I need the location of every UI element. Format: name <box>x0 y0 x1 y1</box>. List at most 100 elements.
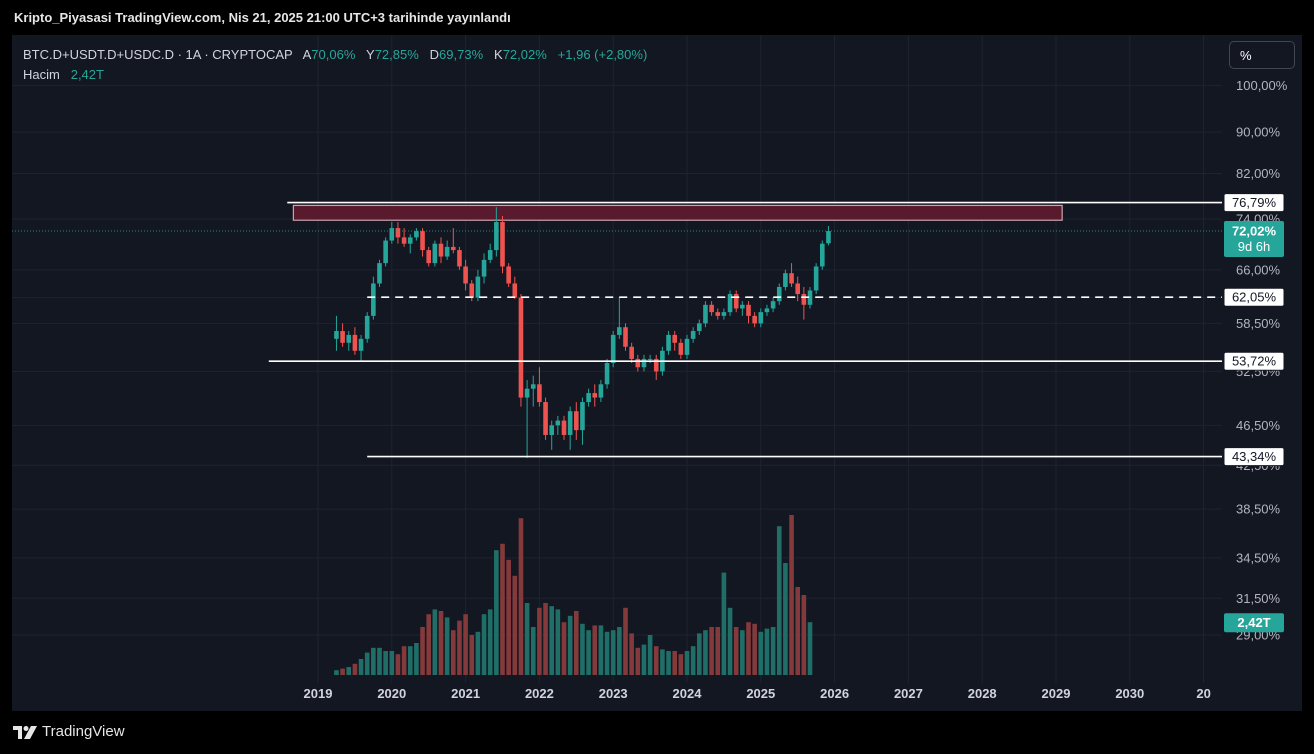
candle <box>801 286 807 320</box>
candle <box>807 286 813 309</box>
volume-bar <box>672 651 677 675</box>
high-label: Y <box>366 47 375 62</box>
candle <box>524 379 530 459</box>
candle-body <box>776 286 782 302</box>
level-badge: 53,72% <box>1223 351 1285 371</box>
volume-bar <box>684 651 690 675</box>
tradingview-footer[interactable]: TradingView <box>13 723 125 740</box>
symbol-name[interactable]: BTC.D+USDT.D+USDC.D · 1A · CRYPTOCAP <box>23 47 293 62</box>
volume-bar <box>752 623 757 675</box>
candle-body <box>629 346 634 359</box>
candle-body <box>543 402 548 435</box>
percent-scale-button[interactable]: % <box>1229 41 1295 69</box>
last-price-badge-box <box>1224 221 1284 258</box>
volume-bar <box>807 622 813 675</box>
candle-body <box>598 384 604 398</box>
volume-bar <box>377 647 382 675</box>
level-badge: 76,79% <box>1223 193 1285 213</box>
candle-body <box>795 283 800 295</box>
candle-body <box>506 266 511 284</box>
candle-body <box>727 294 733 313</box>
candle-body <box>432 243 438 264</box>
candle <box>481 253 487 284</box>
x-tick-label: 2024 <box>673 686 703 701</box>
candle <box>758 308 764 328</box>
candle <box>401 228 407 247</box>
candle <box>395 222 401 244</box>
candle-body <box>395 228 401 238</box>
volume-bar <box>543 603 548 675</box>
chart-legend: BTC.D+USDT.D+USDC.D · 1A · CRYPTOCAP A70… <box>23 46 647 86</box>
candle <box>537 367 542 407</box>
volume-bar <box>740 630 745 675</box>
candle-body <box>697 323 702 332</box>
volume-row: Hacim 2,42T <box>23 66 647 86</box>
level-badge: 43,34% <box>1223 447 1285 467</box>
y-tick-label: 31,50% <box>1236 591 1281 606</box>
open-label: A <box>302 47 312 62</box>
price-badges: 76,79% 62,05% 53,72% 43,34% 72,02%9d 6h 2,42T <box>1223 193 1285 633</box>
candle <box>432 240 438 267</box>
candle-body <box>733 294 739 309</box>
volume-bar <box>451 630 456 675</box>
candle-body <box>684 338 690 355</box>
candle-body <box>512 283 518 298</box>
volume-bar <box>346 667 352 675</box>
candle <box>364 312 370 343</box>
candle <box>494 207 499 257</box>
candle-body <box>592 393 598 398</box>
close-label: K <box>494 47 503 62</box>
volume-bar <box>481 614 487 675</box>
volume-bar <box>801 595 807 675</box>
candle-body <box>364 315 370 339</box>
volume-bar <box>770 627 776 675</box>
candle <box>604 358 610 389</box>
volume-bar <box>334 670 339 675</box>
volume-bar <box>475 631 481 675</box>
y-tick-label: 46,50% <box>1236 418 1281 433</box>
last-volume-value: 2,42T <box>1237 615 1270 630</box>
candle-body <box>457 250 462 267</box>
grid <box>12 35 1222 683</box>
ohlc-row: BTC.D+USDT.D+USDC.D · 1A · CRYPTOCAP A70… <box>23 46 647 66</box>
candle-body <box>352 334 358 351</box>
x-tick-label: 2026 <box>820 686 849 701</box>
candle <box>358 334 364 361</box>
candle-body <box>420 231 425 251</box>
level-badge-box <box>1223 193 1285 213</box>
candle <box>813 263 819 295</box>
candle <box>506 263 511 287</box>
volume-bar <box>426 614 431 675</box>
candle <box>592 384 598 407</box>
last-price-countdown: 9d 6h <box>1238 239 1271 254</box>
y-tick-label: 66,00% <box>1236 262 1281 277</box>
volume-bar <box>795 587 800 675</box>
volume-bar <box>457 620 462 675</box>
candle <box>770 297 776 313</box>
candle-body <box>764 308 770 313</box>
x-tick-label: 2030 <box>1115 686 1144 701</box>
price-chart[interactable]: 100,00%90,00%82,00%74,00%66,00%62,00%58,… <box>12 35 1302 711</box>
candle-body <box>635 358 641 368</box>
candle-body <box>475 276 481 298</box>
candle-body <box>807 290 813 305</box>
volume-bar <box>617 627 622 675</box>
resistance-zone-layer <box>292 204 1063 221</box>
candle <box>407 234 413 254</box>
candle-body <box>789 273 794 284</box>
candle <box>776 283 782 305</box>
candle <box>623 323 628 351</box>
candle-body <box>721 312 727 316</box>
chart-caption: Kripto_Piyasasi TradingView.com, Nis 21,… <box>14 10 511 25</box>
candle-body <box>518 297 524 398</box>
level-badge-label: 76,79% <box>1232 195 1277 210</box>
volume-label[interactable]: Hacim <box>23 67 60 82</box>
volume-bar <box>623 607 628 675</box>
volume-bar <box>463 614 468 675</box>
tradingview-logo-icon <box>13 725 37 739</box>
candle-body <box>555 420 561 426</box>
volume-bar <box>653 646 659 675</box>
candle <box>389 222 395 244</box>
chart-panel[interactable]: 100,00%90,00%82,00%74,00%66,00%62,00%58,… <box>12 35 1302 711</box>
candle <box>352 327 358 355</box>
